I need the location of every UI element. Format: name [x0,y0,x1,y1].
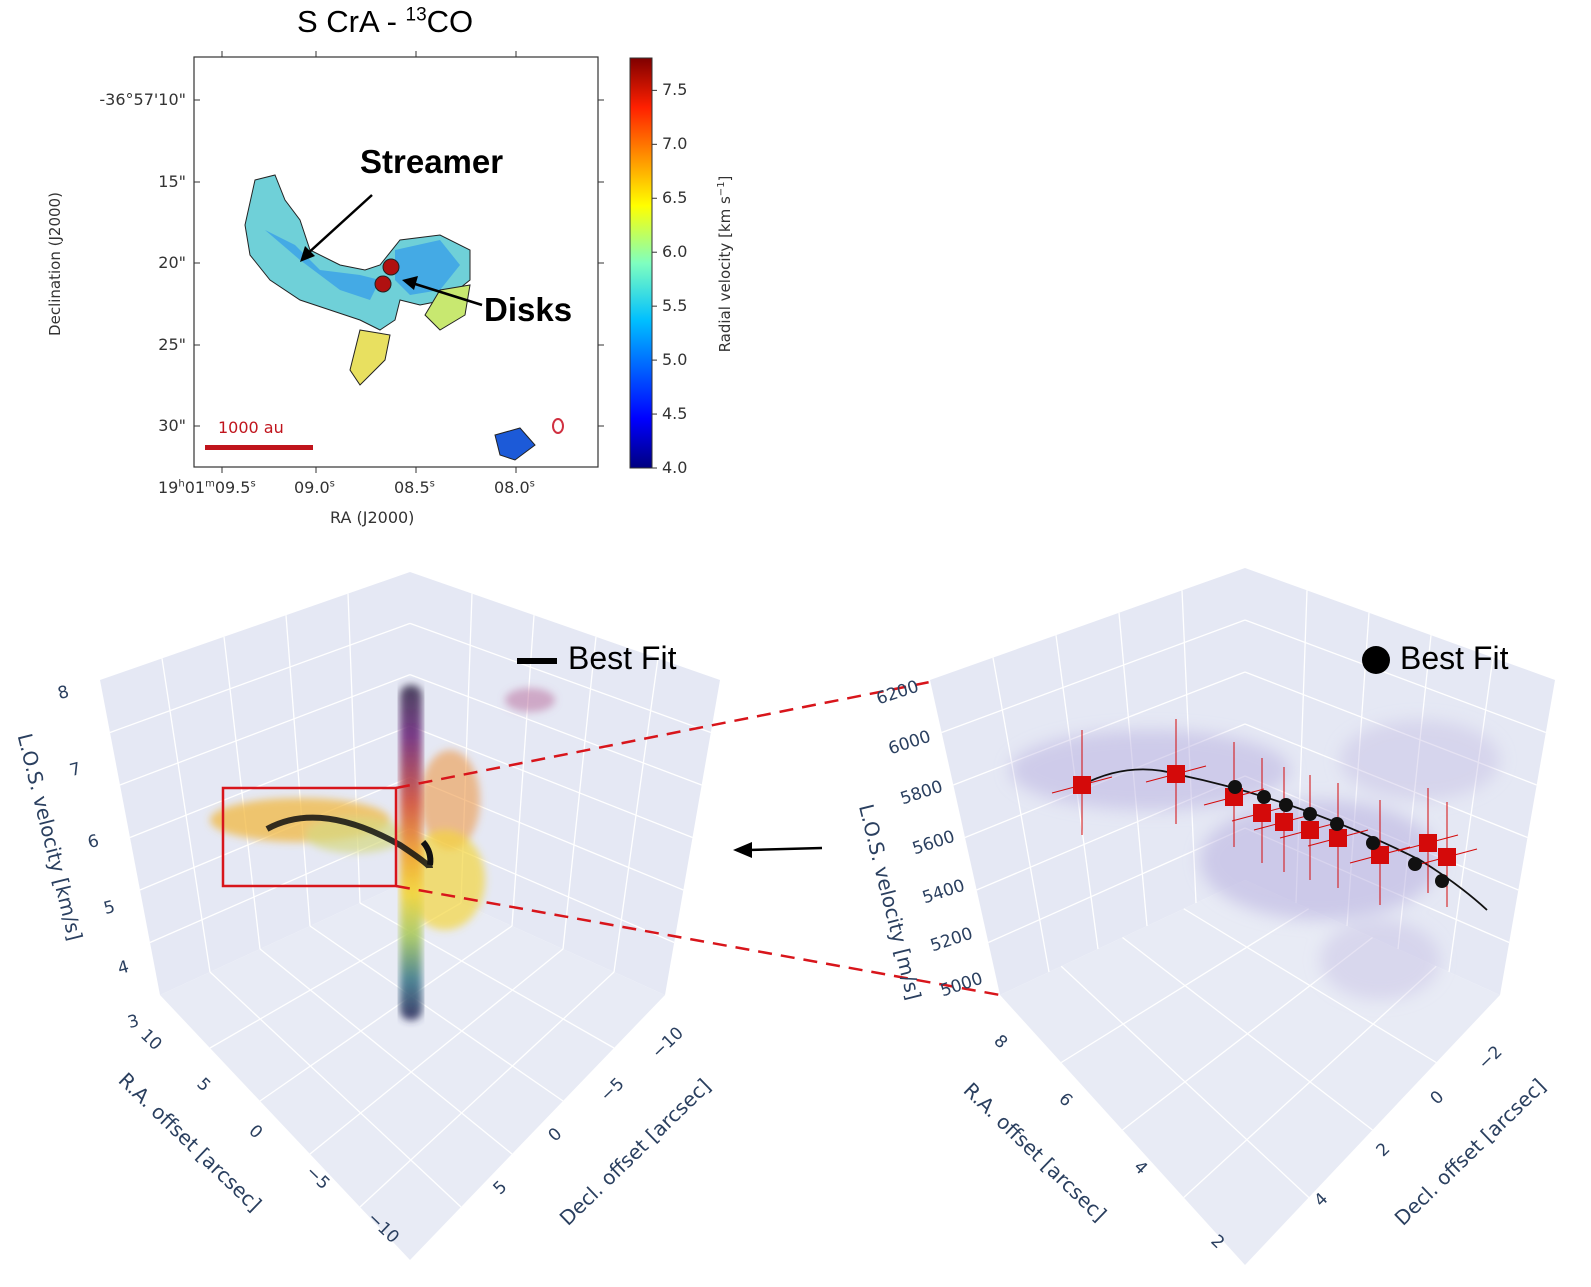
data-square [1301,821,1319,839]
colorbar-tick-label: 7.0 [662,134,688,154]
data-square [1275,813,1293,831]
legend-label: Best Fit [568,640,677,676]
best-fit-point [1279,798,1293,812]
disks-label: Disks [484,291,573,328]
colorbar-tick-label: 6.5 [662,188,688,208]
colorbar-tick-label: 7.5 [662,80,688,100]
data-square [1329,829,1347,847]
colorbar-label-end: ] [716,175,734,182]
connector-top [395,678,941,790]
map-ticks [194,51,604,473]
best-fit-point [1257,790,1271,804]
best-fit-point [1366,836,1380,850]
colorbar [629,57,653,469]
gridline [359,971,615,1208]
gridline [309,925,564,1102]
data-square [1419,834,1437,852]
scene-right [930,568,1555,1265]
gridline [1183,965,1437,1198]
gridline [409,674,702,786]
beam-ellipse [552,418,564,434]
legend-label: Best Fit [1400,640,1509,676]
disk-2 [374,275,392,293]
link-arrow [747,846,823,852]
map-ytick-label: 30" [158,416,186,435]
colorbar-tick-label: 5.5 [662,296,688,316]
map-xlabel: RA (J2000) [330,508,415,527]
left-best-fit-curve [265,814,433,870]
gridline [129,725,411,839]
disks-arrowhead [402,276,418,290]
gridline [409,622,712,734]
map-title-sup: 13 [405,4,427,26]
disks-arrow [411,281,483,307]
colorbar-tick-label: 5.0 [662,350,688,370]
connector-bottom [395,884,1001,997]
scalebar [205,445,313,450]
colorbar-label-sup: −1 [716,181,727,197]
map-panel [193,51,657,473]
disk-1 [382,258,400,276]
colorbar-tick-label: 6.0 [662,242,688,262]
scene-left-floor [160,880,665,1260]
streamer-label: Streamer [360,143,504,180]
map-title-suffix: CO [426,4,474,39]
gridline [988,827,1246,944]
map-title: S CrA - 13CO [297,4,473,40]
colorbar-tick-label: 4.5 [662,404,688,424]
scalebar-label: 1000 au [218,418,284,437]
legend-line-icon [517,658,557,664]
right-markers [1051,719,1478,907]
streamer-inner [265,230,380,300]
map-xtick-label: 08.5s [394,478,435,497]
link-arrowhead [733,842,752,858]
data-square [1253,804,1271,822]
streamer-arrow [305,194,373,256]
data-square [1073,776,1091,794]
gridline [209,971,462,1208]
best-fit-point [1228,780,1242,794]
gridline [941,619,1246,734]
best-fit-point [1303,807,1317,821]
map-xtick-label: 08.0s [494,478,535,497]
colorbar-label: Radial velocity [km s−1] [716,154,734,374]
map-ytick-label: -36°57'10" [99,90,186,109]
map-title-text: S CrA - [297,4,406,39]
gridline [259,948,513,1155]
gridline [1244,619,1547,734]
data-square [1438,848,1456,866]
map-ytick-label: 15" [158,172,186,191]
scene-left-right-wall [410,572,720,995]
colorbar-ticks [652,89,657,469]
gridline [109,622,411,734]
south-emission [349,329,391,386]
map-ytick-label: 20" [158,253,186,272]
data-square [1371,846,1389,864]
map-xtick-label: 09.0s [294,478,335,497]
best-fit-point [1330,817,1344,831]
gridline [953,671,1246,786]
gridline [119,674,411,786]
gridline [409,725,693,839]
gridline [1060,908,1310,1064]
best-fit-point [1435,874,1449,888]
gridline [309,948,564,1155]
map-xtick-label: 19h01m09.5s [158,478,256,497]
corner-emission [494,427,536,461]
colorbar-tick-label: 4.0 [662,458,688,477]
colorbar-label-text: Radial velocity [km s [716,196,734,353]
zoom-box [221,786,398,888]
legend-circle-icon [1362,646,1390,674]
data-square [1167,765,1185,783]
map-ylabel: Declination (J2000) [46,192,64,336]
scene-left [100,572,720,1260]
southeast-emission [424,284,471,331]
best-fit-point [1408,857,1422,871]
map-ytick-label: 25" [158,335,186,354]
gridline [259,925,513,1102]
left-best-fit-hook [420,839,434,866]
streamer-arrowhead [300,246,315,262]
scene-left-back-wall [100,572,410,995]
